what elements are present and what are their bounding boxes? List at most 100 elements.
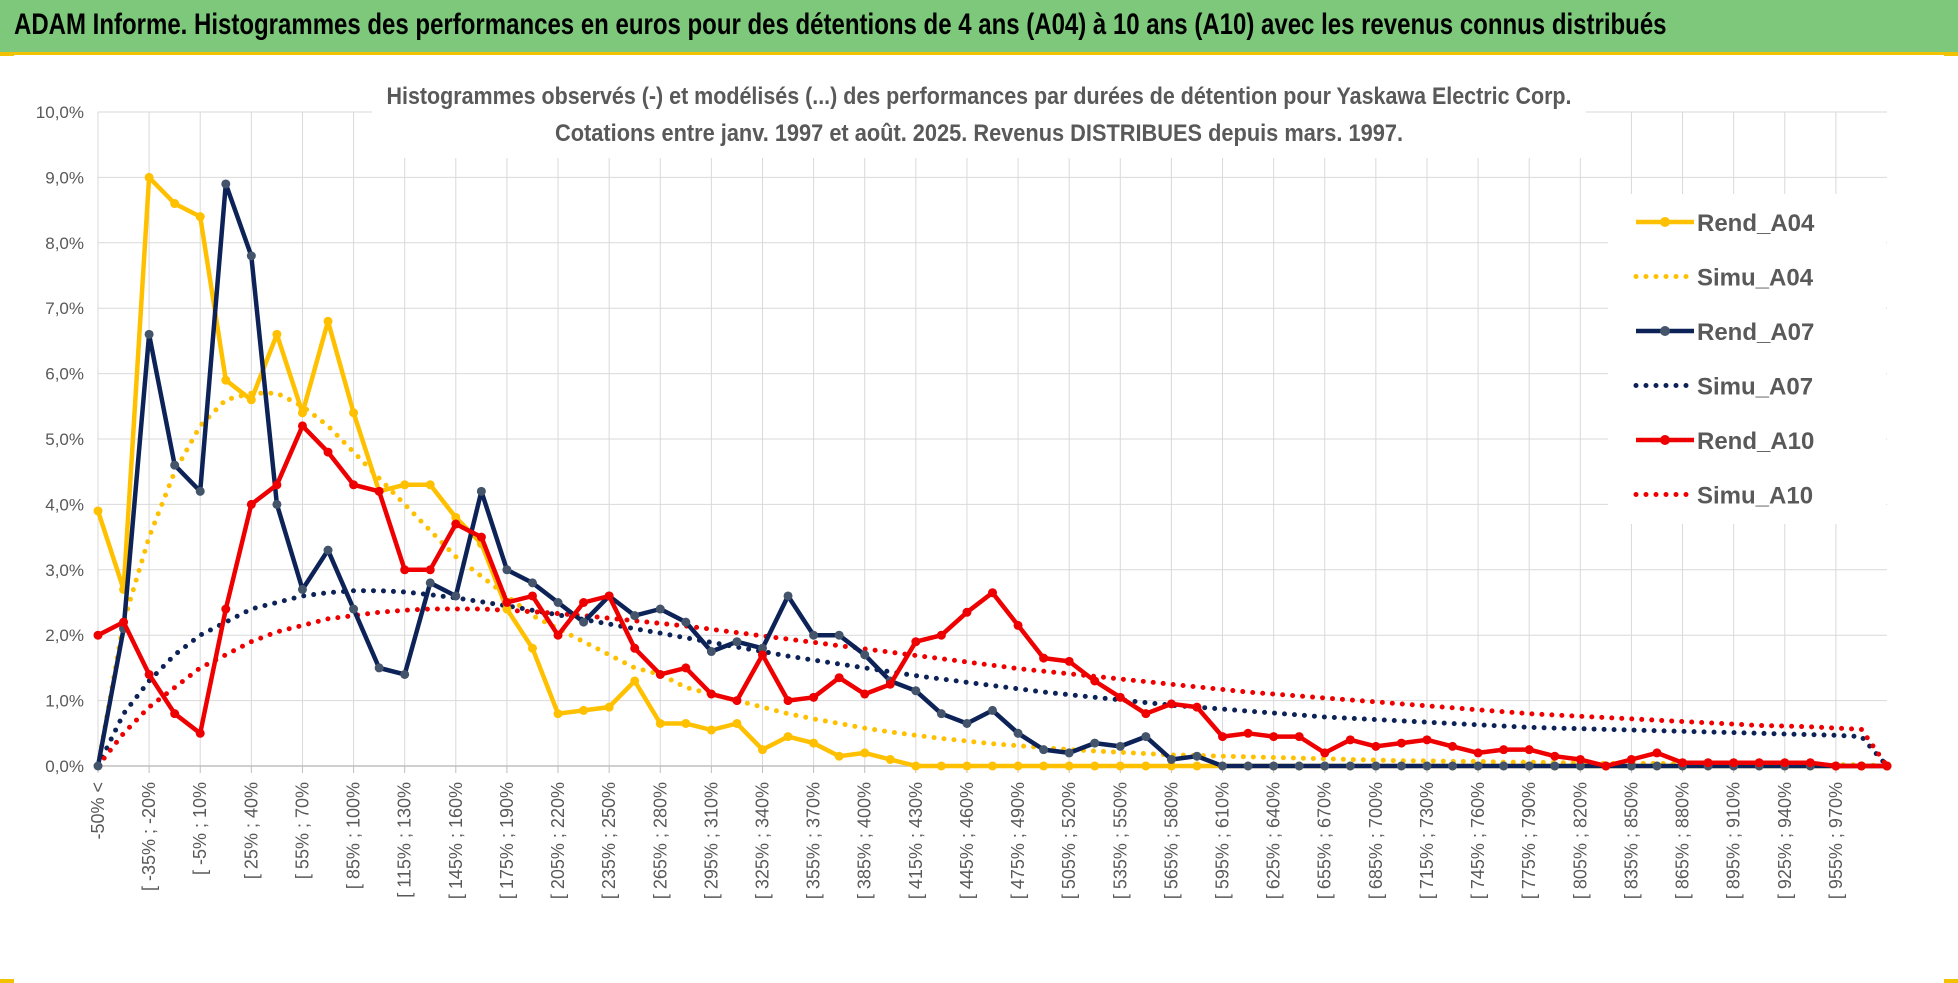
x-tick-label: [ 955% ; 970%	[1826, 782, 1846, 899]
x-tick-label: [ 895% ; 910%	[1724, 782, 1744, 899]
data-point	[502, 598, 512, 607]
data-point	[527, 643, 537, 653]
data-point	[911, 637, 921, 647]
series-Simu_A10	[95, 606, 1890, 769]
data-point	[655, 718, 665, 728]
x-axis: -50% < [ -35% ; -20% [ -5% ; 10% [ 25% ; 40…	[88, 765, 1887, 899]
data-point	[1243, 728, 1253, 738]
corner-accent-top-right	[1944, 52, 1958, 56]
title-background	[372, 78, 1586, 158]
data-point	[706, 725, 716, 735]
data-point	[1064, 748, 1074, 758]
legend-item: Simu_A04	[1633, 265, 1814, 292]
data-point	[502, 604, 512, 614]
data-point	[1039, 653, 1049, 663]
data-point	[885, 754, 895, 764]
legend-label: Rend_A04	[1697, 210, 1815, 237]
data-point	[1575, 761, 1585, 771]
data-point	[246, 499, 256, 509]
data-point	[297, 408, 307, 418]
y-tick-label: 6,0%	[45, 365, 84, 384]
data-point	[988, 705, 997, 715]
data-point	[1754, 758, 1764, 768]
data-point	[988, 588, 997, 598]
x-tick-label: [ 145% ; 160%	[446, 782, 466, 899]
x-tick-label: [ -35% ; -20%	[139, 782, 159, 891]
data-point	[144, 669, 154, 679]
x-tick-label: [ 595% ; 610%	[1213, 782, 1233, 899]
legend-item: Rend_A07	[1636, 319, 1814, 346]
data-point	[1524, 745, 1534, 755]
data-point	[1166, 754, 1176, 764]
data-point	[1294, 732, 1304, 742]
data-point	[1039, 745, 1049, 755]
x-tick-label: [ 835% ; 850%	[1621, 782, 1641, 899]
y-tick-label: 0,0%	[45, 757, 84, 776]
data-point	[1269, 761, 1279, 771]
x-tick-label: [ 325% ; 340%	[752, 782, 772, 899]
x-tick-label: [ 25% ; 40%	[241, 782, 261, 879]
data-point	[1345, 735, 1355, 745]
x-tick-label: [ 355% ; 370%	[804, 782, 824, 899]
series-line	[95, 588, 1890, 769]
data-point	[1831, 761, 1841, 771]
data-point	[1703, 758, 1713, 768]
data-point	[834, 751, 844, 761]
data-point	[1448, 761, 1458, 771]
data-point	[195, 212, 205, 222]
x-tick-label: [ 685% ; 700%	[1366, 782, 1386, 899]
legend-label: Simu_A10	[1697, 483, 1813, 510]
gridlines	[97, 111, 1887, 767]
x-tick-label: [ 295% ; 310%	[701, 782, 721, 899]
data-point	[1601, 761, 1611, 771]
data-point	[272, 480, 282, 490]
data-point	[323, 545, 333, 555]
banner-title: ADAM Informe. Histogrammes des performan…	[14, 8, 1667, 41]
data-point	[323, 316, 333, 326]
data-point	[246, 395, 256, 405]
data-point	[1039, 761, 1049, 771]
data-point	[706, 689, 716, 699]
data-point	[1013, 761, 1023, 771]
data-point	[1371, 761, 1381, 771]
legend-item: Simu_A10	[1633, 483, 1813, 510]
y-tick-label: 3,0%	[45, 561, 84, 580]
x-tick-label: [ 775% ; 790%	[1519, 782, 1539, 899]
series	[93, 172, 1892, 771]
y-tick-label: 2,0%	[45, 626, 84, 645]
data-point	[1320, 748, 1330, 758]
y-tick-label: 4,0%	[45, 495, 84, 514]
x-tick-label: [ 535% ; 550%	[1110, 782, 1130, 899]
data-point	[1396, 761, 1406, 771]
data-point	[1064, 656, 1074, 666]
data-point	[757, 643, 767, 653]
data-point	[195, 728, 205, 738]
x-tick-label: [ 865% ; 880%	[1673, 782, 1693, 899]
data-point	[272, 329, 282, 339]
data-point	[885, 679, 895, 689]
data-point	[451, 591, 461, 601]
x-tick-label: [ 925% ; 940%	[1775, 782, 1795, 899]
data-point	[476, 532, 486, 542]
data-point	[809, 738, 819, 748]
data-point	[706, 647, 716, 657]
data-point	[1090, 761, 1100, 771]
y-tick-label: 8,0%	[45, 234, 84, 253]
data-point	[1473, 761, 1483, 771]
data-point	[630, 643, 640, 653]
data-point	[1090, 738, 1100, 748]
data-point	[1269, 732, 1279, 742]
data-point	[783, 591, 793, 601]
data-point	[1550, 751, 1560, 761]
data-point	[195, 486, 205, 496]
data-point	[732, 637, 742, 647]
legend-item: Rend_A10	[1636, 428, 1814, 455]
data-point	[732, 718, 742, 728]
x-tick-label: [ 265% ; 280%	[650, 782, 670, 899]
data-point	[1013, 728, 1023, 738]
data-point	[732, 696, 742, 706]
x-tick-label: [ 715% ; 730%	[1417, 782, 1437, 899]
y-tick-label: 5,0%	[45, 430, 84, 449]
y-tick-label: 10,0%	[36, 103, 84, 122]
